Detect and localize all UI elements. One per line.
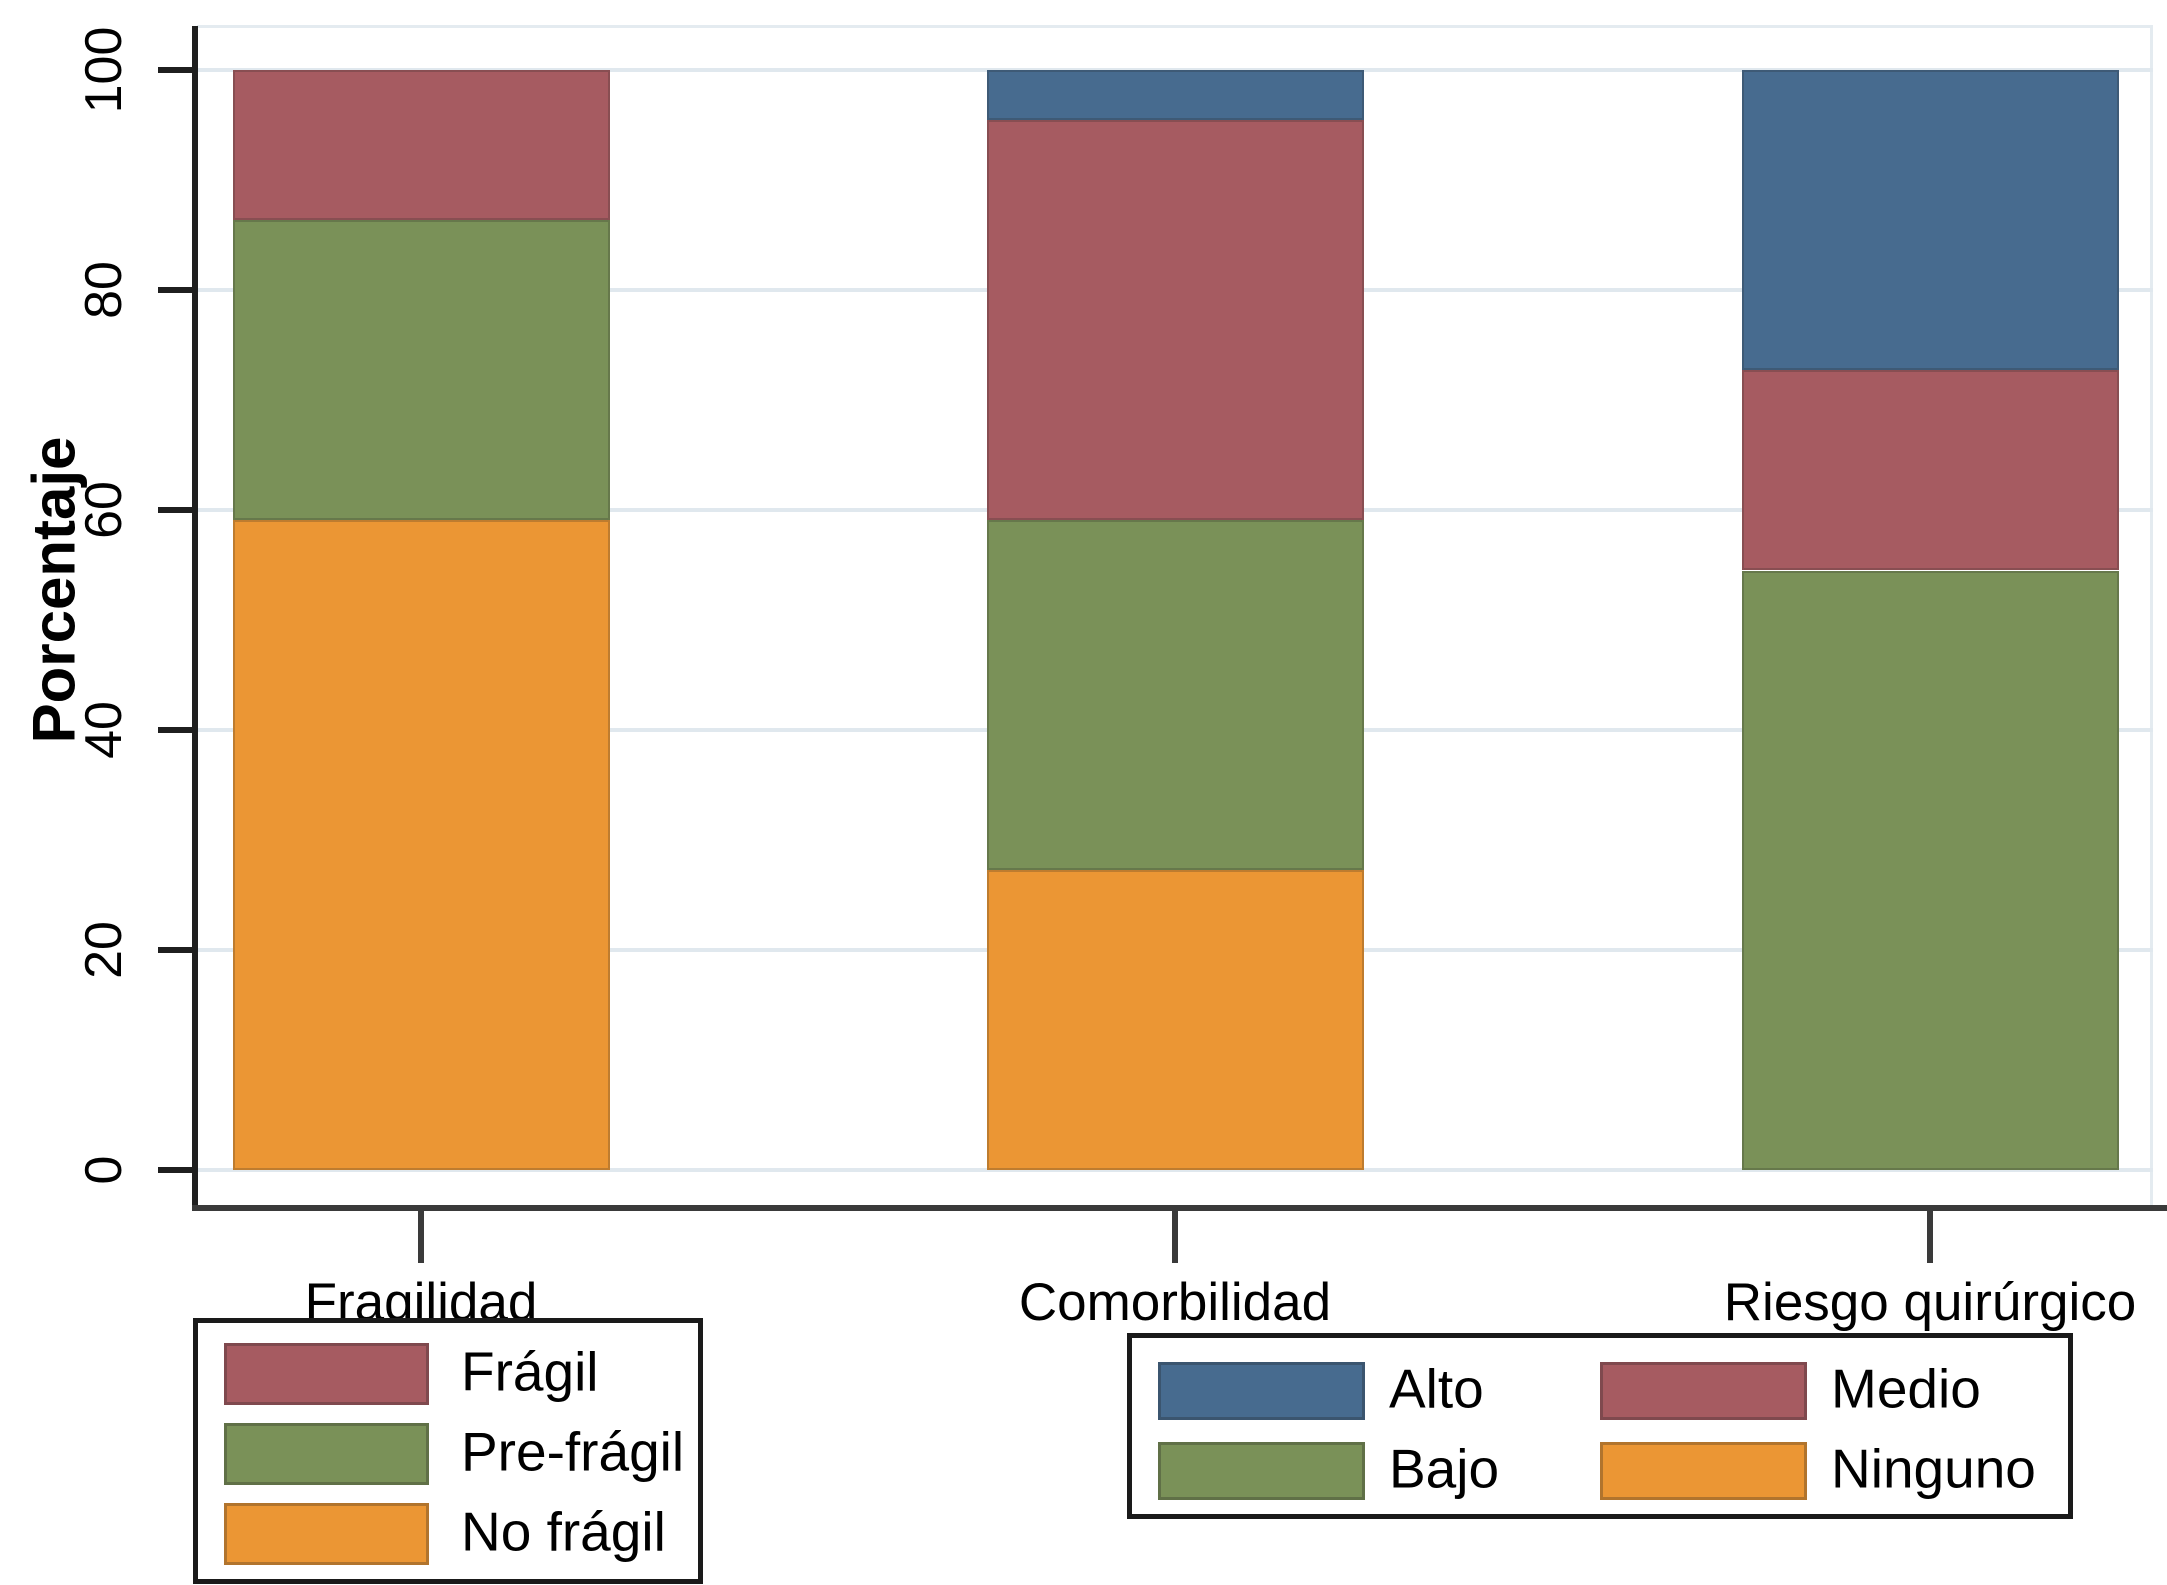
x-tick-comorbilidad (1172, 1211, 1178, 1263)
legend-swatch-alto (1158, 1362, 1365, 1420)
legend-fragilidad: Frágil Pre-frágil No frágil (193, 1318, 703, 1584)
legend-label-medio: Medio (1831, 1357, 1981, 1420)
y-tick-40 (158, 727, 192, 733)
legend-label-no-fragil: No frágil (461, 1500, 666, 1563)
bar-segment-fragilidad-pre-fragil (232, 219, 610, 520)
bar-segment-comorbilidad-medio (986, 119, 1364, 520)
y-tick-label-text: 100 (75, 26, 133, 114)
bar-segment-fragilidad-no-fragil (232, 519, 610, 1170)
y-tick-0 (158, 1167, 192, 1173)
y-tick-80 (158, 287, 192, 293)
legend-swatch-no-fragil (224, 1503, 429, 1565)
x-category-label-comorbilidad: Comorbilidad (1018, 1273, 1332, 1332)
y-tick-60 (158, 507, 192, 513)
y-axis-line (192, 26, 198, 1211)
legend-label-ninguno: Ninguno (1831, 1437, 2036, 1500)
legend-swatch-pre-fragil (224, 1423, 429, 1485)
bar-segment-riesgo-quirurgico-alto (1741, 70, 2119, 371)
legend-label-alto: Alto (1389, 1357, 1484, 1420)
y-tick-label-text: 20 (75, 921, 133, 979)
legend-label-pre-fragil: Pre-frágil (461, 1420, 685, 1483)
plot-area (197, 25, 2153, 1205)
bar-segment-comorbilidad-alto (986, 70, 1364, 120)
legend-swatch-fragil (224, 1343, 429, 1405)
legend-riesgo-comorbilidad: Alto Medio Bajo Ninguno (1127, 1333, 2073, 1519)
y-tick-label-text: 0 (75, 1155, 133, 1185)
bar-segment-fragilidad-fragil (232, 70, 610, 220)
legend-swatch-bajo (1158, 1442, 1365, 1500)
x-tick-fragilidad (418, 1211, 424, 1263)
x-tick-riesgo-quirurgico (1927, 1211, 1933, 1263)
bar-segment-comorbilidad-ninguno (986, 869, 1364, 1170)
x-axis-line (192, 1205, 2167, 1211)
legend-label-bajo: Bajo (1389, 1437, 1500, 1500)
bar-segment-riesgo-quirurgico-bajo (1741, 570, 2119, 1170)
y-tick-100 (158, 67, 192, 73)
bar-segment-riesgo-quirurgico-medio (1741, 370, 2119, 571)
y-tick-20 (158, 947, 192, 953)
legend-swatch-medio (1600, 1362, 1807, 1420)
legend-swatch-ninguno (1600, 1442, 1807, 1500)
x-category-label-riesgo-quirurgico: Riesgo quirúrgico (1723, 1273, 2137, 1332)
y-tick-label-text: 80 (75, 261, 133, 319)
bar-segment-comorbilidad-bajo (986, 519, 1364, 870)
y-axis-title-text: Porcentaje (20, 436, 88, 744)
legend-label-fragil: Frágil (461, 1340, 599, 1403)
gridline-0 (198, 1168, 2153, 1172)
